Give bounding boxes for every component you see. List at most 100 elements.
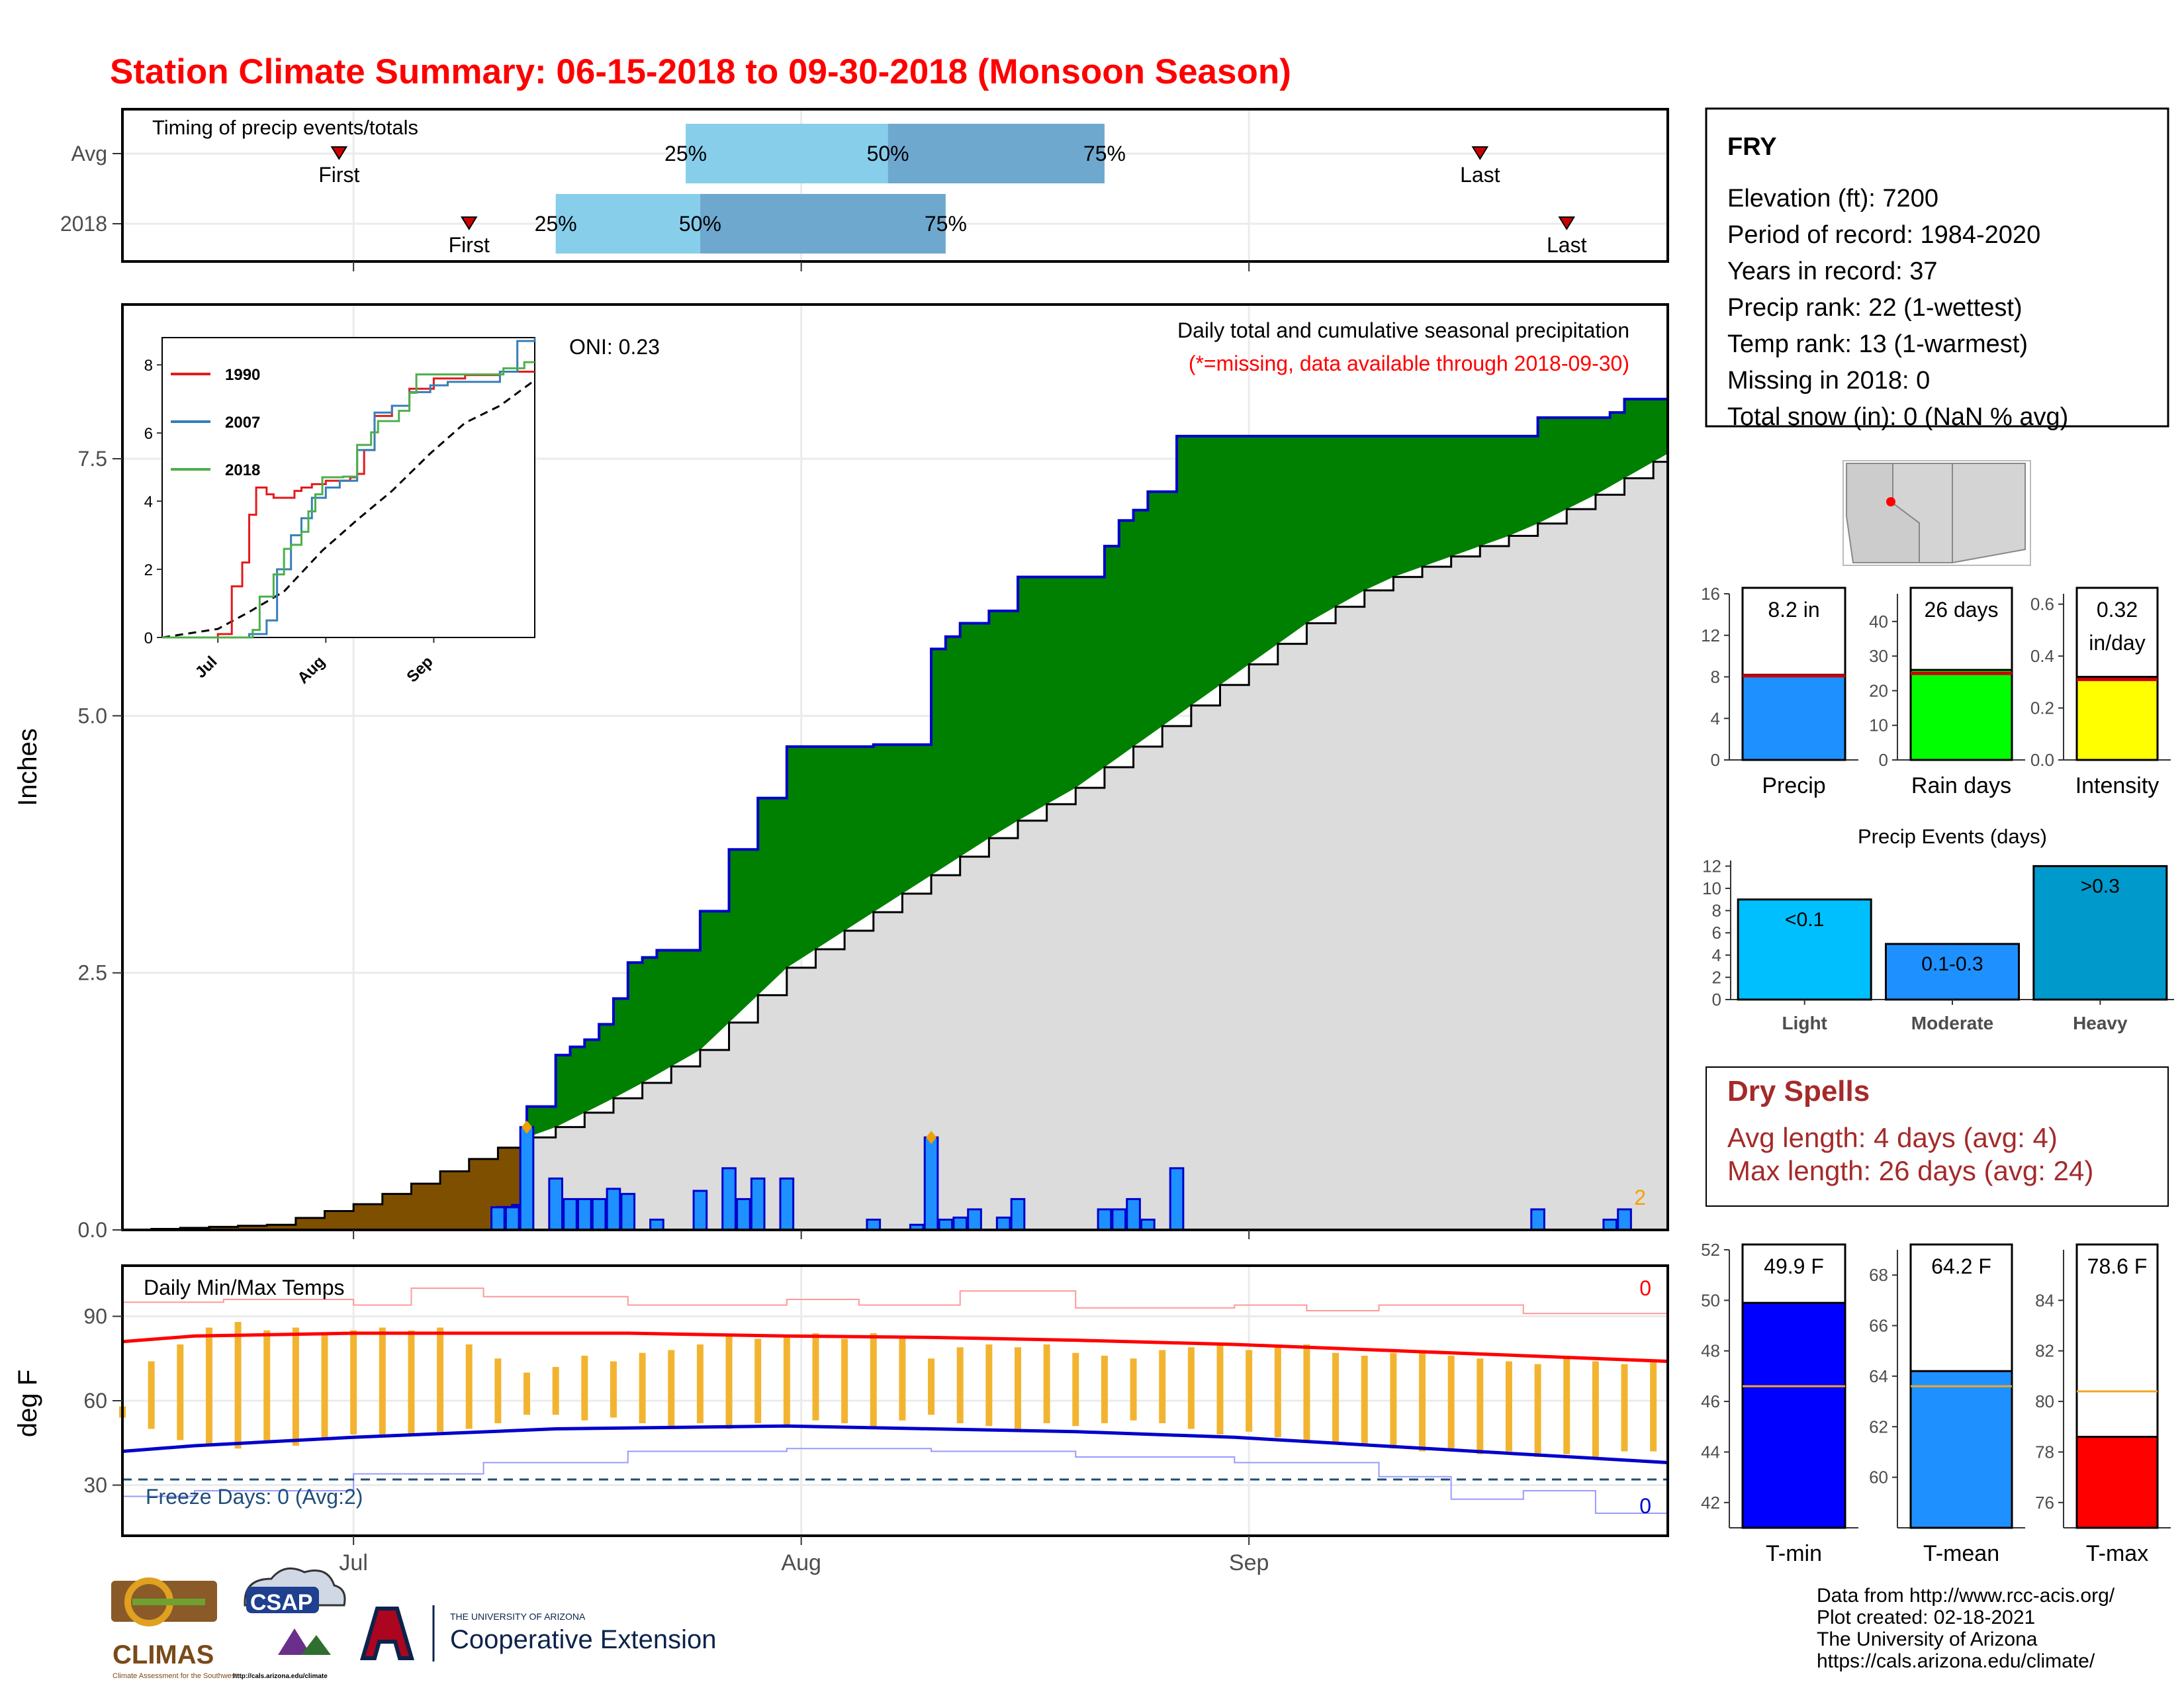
station-info-line-1: Period of record: 1984-2020 xyxy=(1727,221,2040,249)
tmean-ytick-label-2: 64 xyxy=(1869,1366,1888,1386)
temp-title: Daily Min/Max Temps xyxy=(144,1276,344,1299)
station-info-line-2: Years in record: 37 xyxy=(1727,258,1938,285)
temp-daily-range-bar-15 xyxy=(552,1367,559,1415)
precip-ytick-label-2: 5.0 xyxy=(78,704,107,727)
temp-daily-range-bar-48 xyxy=(1505,1361,1512,1452)
timing-marker-first-Avg xyxy=(330,146,348,160)
tmin-ytick-label-0: 42 xyxy=(1701,1493,1720,1513)
events-bar-label-heavy: >0.3 xyxy=(2081,875,2120,897)
rain_days-value-bar xyxy=(1909,669,2013,761)
credits-text: Data from http://www.rcc-acis.org/Plot c… xyxy=(1817,1585,2115,1672)
precip_total-ytick-label-1: 4 xyxy=(1711,708,1720,728)
summary-bar-charts: 0 4 8 12 16 8.2 in Precip 0 10 20 30 40 26 days Rain … xyxy=(1701,584,2171,798)
csap-url: http://cals.arizona.edu/climate xyxy=(233,1673,328,1680)
events-category-moderate: Moderate xyxy=(1911,1013,1993,1033)
tmean-value-label: 64.2 F xyxy=(1931,1254,1991,1278)
inset-legend-label-2007: 2007 xyxy=(225,414,260,432)
precip-plot-border xyxy=(121,303,1669,1231)
temp-daily-range-bar-38 xyxy=(1216,1344,1224,1434)
precip-daily-bar-8 xyxy=(620,1193,636,1231)
station-info-line-4: Temp rank: 13 (1-warmest) xyxy=(1727,330,2028,358)
page-title: Station Climate Summary: 06-15-2018 to 0… xyxy=(110,52,1291,91)
events-bar-heavy xyxy=(2032,865,2168,1001)
timing-row-label-Avg: Avg xyxy=(71,142,107,165)
precip-daily-bar-14 xyxy=(779,1177,795,1231)
intensity-value-bar xyxy=(2075,676,2159,761)
temp-daily-range-bar-4 xyxy=(234,1322,242,1449)
temp-ylabel: deg F xyxy=(13,1370,42,1437)
precip-title: Daily total and cumulative seasonal prec… xyxy=(1177,318,1629,342)
precip-daily-bar-22 xyxy=(1010,1197,1026,1231)
tmax-ytick-label-3: 82 xyxy=(2035,1341,2054,1361)
temp-record-max-line xyxy=(122,1288,1668,1319)
temp-daily-range-bar-45 xyxy=(1419,1350,1426,1452)
events-bar-label-moderate: 0.1-0.3 xyxy=(1921,953,1983,975)
precip-max-marker-0 xyxy=(522,1120,533,1134)
tmax-value-label: 78.6 F xyxy=(2087,1254,2148,1278)
tmin-ytick-label-3: 48 xyxy=(1701,1341,1720,1361)
inset-ytick-label-0: 0 xyxy=(144,630,153,647)
tmean-ytick-label-3: 66 xyxy=(1869,1316,1888,1336)
precip-average-line xyxy=(122,453,1669,1231)
intensity-ytick-label-0: 0.0 xyxy=(2030,750,2054,770)
temp-daily-range-bar-25 xyxy=(841,1338,848,1423)
precip-daily-bar-30 xyxy=(1617,1208,1632,1231)
temp-avg-min-line xyxy=(122,1424,1668,1464)
temp-daily-range-bar-50 xyxy=(1563,1358,1570,1454)
dry-spells-box xyxy=(1706,1066,2169,1207)
temp-daily-range-bar-49 xyxy=(1534,1364,1541,1457)
xtick-label-0: Jul xyxy=(339,1550,367,1575)
credit-line-0: Data from http://www.rcc-acis.org/ xyxy=(1817,1585,2115,1607)
precip_total-value-label: 8.2 in xyxy=(1768,598,1819,622)
temp-daily-range-bar-53 xyxy=(1650,1361,1657,1452)
temp-ytick-label-1: 60 xyxy=(83,1389,107,1413)
tmax-value-bar xyxy=(2075,1436,2159,1529)
events-ytick-label-4: 8 xyxy=(1712,901,1721,921)
timing-panel: Timing of precip events/totals 25% 50% 75% F… xyxy=(60,108,1669,263)
temp-daily-range-bar-11 xyxy=(437,1327,444,1432)
credit-line-2: The University of Arizona xyxy=(1817,1628,2038,1650)
temp-daily-range-bar-19 xyxy=(668,1350,675,1427)
temp-daily-range-bar-16 xyxy=(581,1356,588,1421)
tmax-ytick-label-2: 80 xyxy=(2035,1391,2054,1411)
locator-map xyxy=(1843,460,2031,566)
precip-daily-bar-19 xyxy=(952,1216,968,1231)
dry-spells-line-0: Avg length: 4 days (avg: 4) xyxy=(1727,1122,2058,1153)
precip-ytick-label-1: 2.5 xyxy=(78,961,107,985)
temp-daily-range-bar-2 xyxy=(177,1344,184,1440)
temp-avg-max-line xyxy=(122,1331,1668,1363)
tmean-value-bar xyxy=(1909,1370,2013,1529)
temp-daily-range-bar-35 xyxy=(1130,1358,1137,1421)
timing-label-75-Avg: 75% xyxy=(1083,142,1126,165)
precip-daily-bar-27 xyxy=(1169,1167,1185,1231)
temp-daily-range-bar-27 xyxy=(899,1336,906,1421)
precip-daily-bar-17 xyxy=(923,1136,939,1231)
intensity-ytick-label-2: 0.4 xyxy=(2030,646,2054,666)
events-category-heavy: Heavy xyxy=(2073,1013,2128,1033)
rain_days-ytick-label-0: 0 xyxy=(1879,750,1888,770)
precip-daily-bar-7 xyxy=(606,1188,621,1231)
precip-daily-bar-0 xyxy=(490,1206,506,1231)
tmax-ytick-label-1: 78 xyxy=(2035,1442,2054,1462)
station-location-marker xyxy=(1886,497,1895,506)
temp-daily-range-bar-31 xyxy=(1014,1347,1021,1429)
ua-line1: THE UNIVERSITY OF ARIZONA xyxy=(450,1611,586,1622)
inset-legend-label-2018: 2018 xyxy=(225,461,260,479)
intensity-value-label2: in/day xyxy=(2089,631,2145,655)
temp-daily-range-bar-51 xyxy=(1592,1361,1599,1457)
temp-daily-range-bar-22 xyxy=(754,1338,762,1423)
temp-daily-range-bar-44 xyxy=(1390,1352,1397,1449)
freeze-days-label: Freeze Days: 0 (Avg:2) xyxy=(146,1485,363,1509)
events-ytick-label-1: 2 xyxy=(1712,967,1721,987)
temp-daily-range-bar-34 xyxy=(1101,1356,1108,1423)
events-ytick-label-3: 6 xyxy=(1712,923,1721,943)
timing-label-50-Avg: 50% xyxy=(867,142,909,165)
events-category-light: Light xyxy=(1782,1013,1827,1033)
timing-bar-q50-q75-Avg xyxy=(887,124,1105,183)
timing-marker-label-last-2018: Last xyxy=(1547,233,1587,257)
temp-daily-range-bar-41 xyxy=(1303,1344,1310,1440)
inset-ytick-label-3: 6 xyxy=(144,425,153,443)
precip-daily-bar-18 xyxy=(938,1218,954,1231)
tmin-xlabel: T-min xyxy=(1766,1541,1822,1566)
